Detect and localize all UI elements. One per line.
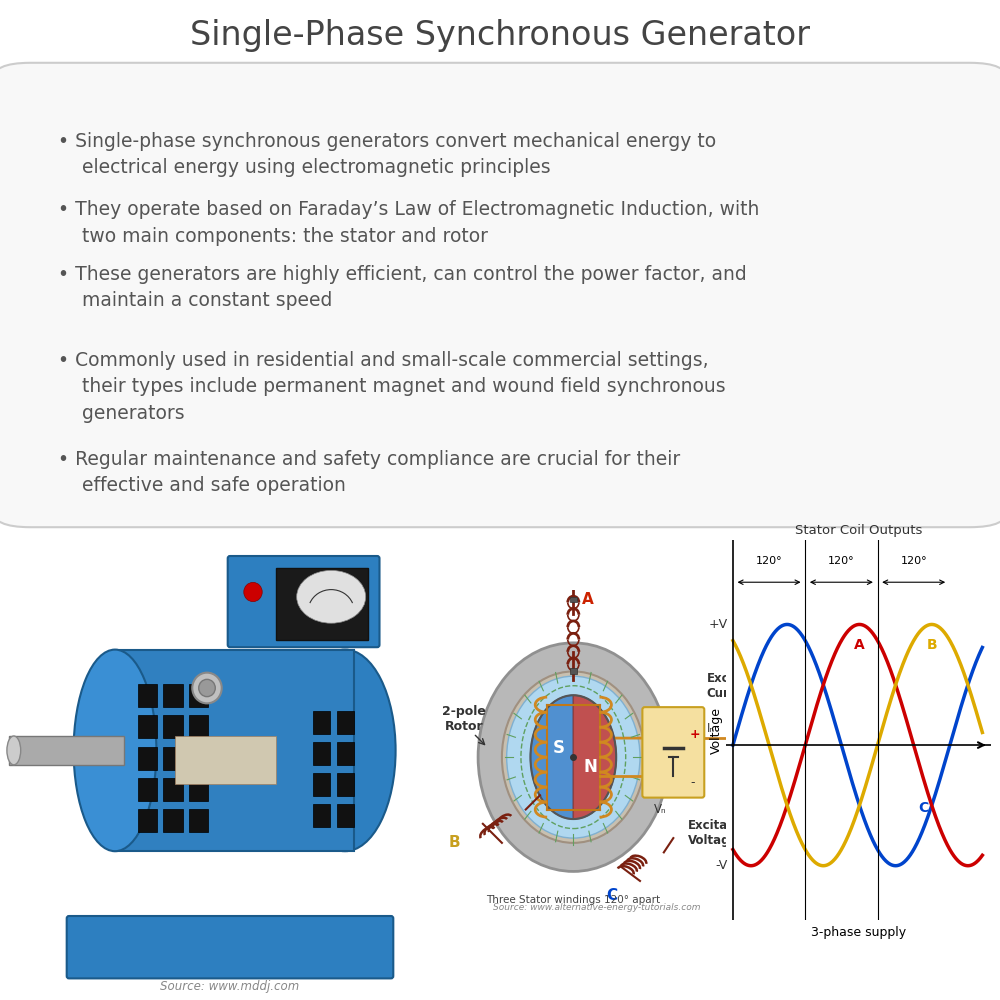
Text: Three Stator windings 120° apart: Three Stator windings 120° apart — [486, 895, 660, 905]
Text: -V: -V — [715, 859, 728, 872]
Text: • Regular maintenance and safety compliance are crucial for their
    effective : • Regular maintenance and safety complia… — [58, 450, 680, 495]
Text: • These generators are highly efficient, can control the power factor, and
    m: • These generators are highly efficient,… — [58, 265, 747, 310]
Text: • Single-phase synchronous generators convert mechanical energy to
    electrica: • Single-phase synchronous generators co… — [58, 132, 716, 177]
Bar — [189, 684, 208, 707]
Text: Vₙ: Vₙ — [654, 803, 667, 816]
Bar — [189, 778, 208, 801]
Bar — [189, 809, 208, 832]
Polygon shape — [530, 695, 573, 819]
Circle shape — [199, 679, 215, 697]
Ellipse shape — [7, 736, 21, 765]
Bar — [570, 668, 577, 674]
Text: B: B — [927, 638, 937, 652]
Bar — [189, 715, 208, 738]
Bar — [163, 747, 183, 770]
Text: +: + — [690, 728, 701, 741]
Bar — [276, 568, 368, 640]
FancyBboxPatch shape — [642, 707, 704, 798]
Bar — [163, 809, 183, 832]
Text: Single-Phase Synchronous Generator: Single-Phase Synchronous Generator — [190, 18, 810, 51]
Text: Iₙ: Iₙ — [707, 722, 715, 735]
Text: Excitation
Voltage: Excitation Voltage — [688, 819, 754, 847]
Text: N: N — [583, 758, 597, 776]
FancyBboxPatch shape — [67, 916, 393, 978]
Bar — [313, 804, 330, 827]
Text: 2-pole
Rotor: 2-pole Rotor — [442, 705, 486, 733]
Bar — [138, 747, 157, 770]
Bar — [163, 778, 183, 801]
Ellipse shape — [297, 570, 366, 623]
Bar — [163, 715, 183, 738]
X-axis label: 3-phase supply: 3-phase supply — [811, 926, 906, 939]
Ellipse shape — [74, 650, 156, 851]
Bar — [138, 715, 157, 738]
Circle shape — [192, 673, 222, 703]
Text: • They operate based on Faraday’s Law of Electromagnetic Induction, with
    two: • They operate based on Faraday’s Law of… — [58, 200, 760, 246]
Ellipse shape — [502, 671, 645, 843]
Text: A: A — [854, 638, 865, 652]
Title: Stator Coil Outputs: Stator Coil Outputs — [795, 524, 922, 537]
Bar — [337, 773, 354, 796]
Bar — [313, 742, 330, 765]
Text: Source: www.mddj.com: Source: www.mddj.com — [160, 980, 300, 993]
Bar — [163, 684, 183, 707]
Text: +V: +V — [709, 618, 728, 631]
Bar — [115, 650, 354, 851]
Text: S: S — [553, 739, 565, 757]
Bar — [313, 773, 330, 796]
Bar — [570, 597, 577, 602]
Circle shape — [244, 582, 262, 602]
Bar — [9, 736, 124, 765]
Text: • Commonly used in residential and small-scale commercial settings,
    their ty: • Commonly used in residential and small… — [58, 351, 726, 423]
Bar — [313, 711, 330, 734]
Polygon shape — [573, 695, 616, 819]
Bar — [138, 684, 157, 707]
Bar — [175, 736, 276, 784]
Bar — [138, 809, 157, 832]
Bar — [337, 711, 354, 734]
Y-axis label: Voltage: Voltage — [710, 706, 723, 754]
Text: -: - — [690, 776, 694, 789]
Text: 120°: 120° — [828, 556, 855, 566]
Bar — [337, 742, 354, 765]
FancyBboxPatch shape — [228, 556, 380, 647]
Bar — [337, 804, 354, 827]
Text: 120°: 120° — [756, 556, 782, 566]
Text: Source: www.alternative-energy-tutorials.com: Source: www.alternative-energy-tutorials… — [493, 903, 701, 912]
Ellipse shape — [507, 676, 640, 838]
Text: Excitation
Current: Excitation Current — [707, 672, 773, 700]
Ellipse shape — [294, 650, 396, 851]
Bar — [138, 778, 157, 801]
Bar — [189, 747, 208, 770]
FancyBboxPatch shape — [0, 63, 1000, 527]
Text: C: C — [606, 888, 617, 903]
Text: C: C — [918, 801, 928, 815]
Text: A: A — [582, 592, 593, 607]
Ellipse shape — [478, 643, 669, 871]
Text: 120°: 120° — [900, 556, 927, 566]
Text: B: B — [448, 835, 460, 850]
